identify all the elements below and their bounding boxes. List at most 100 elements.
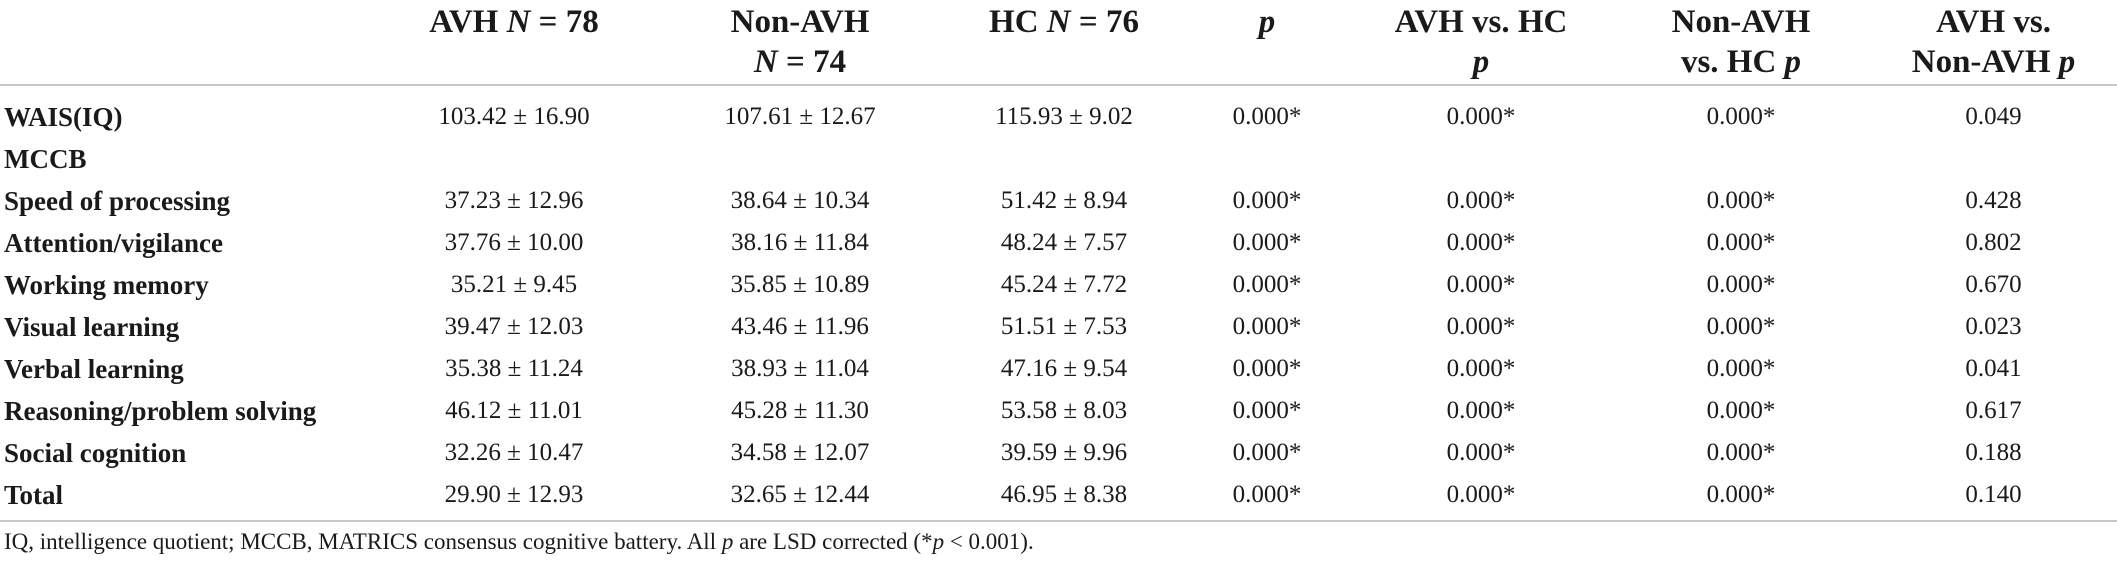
header-cell-label: [0, 0, 372, 86]
table-row: MCCB: [0, 138, 2117, 180]
table-cell: 34.58 ± 12.07: [730, 439, 870, 466]
header-cell-2: Non-AVH N = 74: [656, 0, 944, 86]
header-cell-4: p: [1184, 0, 1350, 86]
table-cell: 0.000*: [1232, 271, 1302, 298]
header-cell-7: AVH vs. Non-AVH p: [1870, 0, 2117, 86]
table-cell: 103.42 ± 16.90: [438, 103, 590, 130]
table-cell: 35.21 ± 9.45: [450, 271, 578, 298]
table-cell: 107.61 ± 12.67: [724, 103, 876, 130]
results-table: AVH N = 78 Non-AVH N = 74 HC N = 76 p AVH vs.…: [0, 0, 2117, 522]
table-cell: 0.000*: [1232, 229, 1302, 256]
table-cell: 0.000*: [1446, 397, 1516, 424]
table-cell: 38.93 ± 11.04: [731, 355, 869, 382]
table-cell: 47.16 ± 9.54: [1000, 355, 1128, 382]
row-label: Total: [0, 474, 372, 522]
row-label: Speed of processing: [4, 185, 231, 216]
table-cell: 0.000*: [1232, 187, 1302, 214]
table-row: Total 29.90 ± 12.93 32.65 ± 12.44 46.95 ± 8…: [0, 474, 2117, 522]
table-cell: 35.85 ± 10.89: [730, 271, 870, 298]
table-cell: 0.000*: [1446, 271, 1516, 298]
table-cell: [372, 138, 656, 180]
table-cell: 0.000*: [1232, 103, 1302, 130]
table-cell: 0.000*: [1706, 397, 1776, 424]
row-label: Reasoning/problem solving: [4, 395, 317, 426]
table-cell: 48.24 ± 7.57: [1000, 229, 1128, 256]
table-cell: 39.47 ± 12.03: [444, 313, 584, 340]
table-cell: 0.000*: [1232, 313, 1302, 340]
table-cell: 0.049: [1965, 103, 2022, 130]
table-cell: 29.90 ± 12.93: [372, 474, 656, 522]
table-cell: 0.000*: [1612, 474, 1870, 522]
table-row: Verbal learning 35.38 ± 11.24 38.93 ± 11.0…: [0, 348, 2117, 390]
table-footnote: IQ, intelligence quotient; MCCB, MATRICS…: [4, 529, 1034, 554]
table-cell: 39.59 ± 9.96: [1000, 439, 1128, 466]
row-label: WAIS(IQ): [4, 101, 123, 132]
header-cell-3: HC N = 76: [944, 0, 1184, 86]
header-cell-6: Non-AVH vs. HC p: [1612, 0, 1870, 86]
table-cell: 38.16 ± 11.84: [731, 229, 869, 256]
table-cell: 43.46 ± 11.96: [731, 313, 869, 340]
table-cell: 0.000*: [1706, 313, 1776, 340]
table-cell: 45.28 ± 11.30: [731, 397, 869, 424]
table-cell: 37.76 ± 10.00: [444, 229, 584, 256]
table-cell: 0.000*: [1706, 229, 1776, 256]
table-cell: 0.000*: [1446, 439, 1516, 466]
table-row: Visual learning 39.47 ± 12.03 43.46 ± 11.9…: [0, 306, 2117, 348]
table-cell: 38.64 ± 10.34: [730, 187, 870, 214]
row-label: Verbal learning: [4, 353, 184, 384]
table-cell: 0.802: [1965, 229, 2022, 256]
table-cell: 0.428: [1965, 187, 2022, 214]
header-row: AVH N = 78 Non-AVH N = 74 HC N = 76 p AVH vs.…: [0, 0, 2117, 86]
table-cell: 46.95 ± 8.38: [944, 474, 1184, 522]
table-cell: 0.000*: [1232, 397, 1302, 424]
header-cell-5: AVH vs. HC p: [1350, 0, 1612, 86]
table-cell: [1184, 138, 1350, 180]
table-cell: 0.000*: [1446, 229, 1516, 256]
table-cell: 0.023: [1965, 313, 2022, 340]
row-label: Attention/vigilance: [4, 227, 223, 258]
table-cell: 0.000*: [1446, 313, 1516, 340]
table-cell: 37.23 ± 12.96: [444, 187, 584, 214]
table-cell: [1870, 138, 2117, 180]
table-cell: 53.58 ± 8.03: [1000, 397, 1128, 424]
table-cell: 32.65 ± 12.44: [656, 474, 944, 522]
table-row: Reasoning/problem solving 46.12 ± 11.01 45…: [0, 390, 2117, 432]
table-header: AVH N = 78 Non-AVH N = 74 HC N = 76 p AVH vs.…: [0, 0, 2117, 86]
table-cell: 32.26 ± 10.47: [444, 439, 584, 466]
table-cell: 35.38 ± 11.24: [445, 355, 583, 382]
table-body: WAIS(IQ) 103.42 ± 16.90 107.61 ± 12.67 115.…: [0, 85, 2117, 522]
table-cell: 0.000*: [1446, 103, 1516, 130]
table-cell: 0.000*: [1350, 474, 1612, 522]
header-cell-1: AVH N = 78: [372, 0, 656, 86]
table-cell: 0.000*: [1232, 439, 1302, 466]
table-cell: 45.24 ± 7.72: [1000, 271, 1128, 298]
table-cell: 0.000*: [1706, 187, 1776, 214]
row-label: MCCB: [4, 143, 87, 174]
table-cell: 51.42 ± 8.94: [1000, 187, 1128, 214]
table-row: Attention/vigilance 37.76 ± 10.00 38.16 ± …: [0, 222, 2117, 264]
table-cell: 51.51 ± 7.53: [1000, 313, 1128, 340]
row-label: Social cognition: [4, 437, 187, 468]
table-cell: 46.12 ± 11.01: [445, 397, 583, 424]
table-cell: 0.000*: [1446, 187, 1516, 214]
table-cell: [656, 138, 944, 180]
table-cell: 0.000*: [1232, 355, 1302, 382]
table-row: Working memory 35.21 ± 9.45 35.85 ± 10.89 4…: [0, 264, 2117, 306]
table-cell: 0.000*: [1446, 355, 1516, 382]
table-cell: 0.000*: [1184, 474, 1350, 522]
table-cell: 0.188: [1965, 439, 2022, 466]
table-cell: [1350, 138, 1612, 180]
table-cell: 0.000*: [1706, 271, 1776, 298]
table-cell: 0.670: [1965, 271, 2022, 298]
table-cell: 0.000*: [1706, 439, 1776, 466]
table-cell: 0.000*: [1706, 103, 1776, 130]
table-cell: 0.000*: [1706, 355, 1776, 382]
row-label: Visual learning: [4, 311, 180, 342]
table-cell: [1612, 138, 1870, 180]
table-cell: 0.140: [1870, 474, 2117, 522]
table-cell: 0.617: [1965, 397, 2022, 424]
table-row: Social cognition 32.26 ± 10.47 34.58 ± 12.…: [0, 432, 2117, 474]
table-cell: 0.041: [1965, 355, 2022, 382]
row-label: Working memory: [4, 269, 209, 300]
